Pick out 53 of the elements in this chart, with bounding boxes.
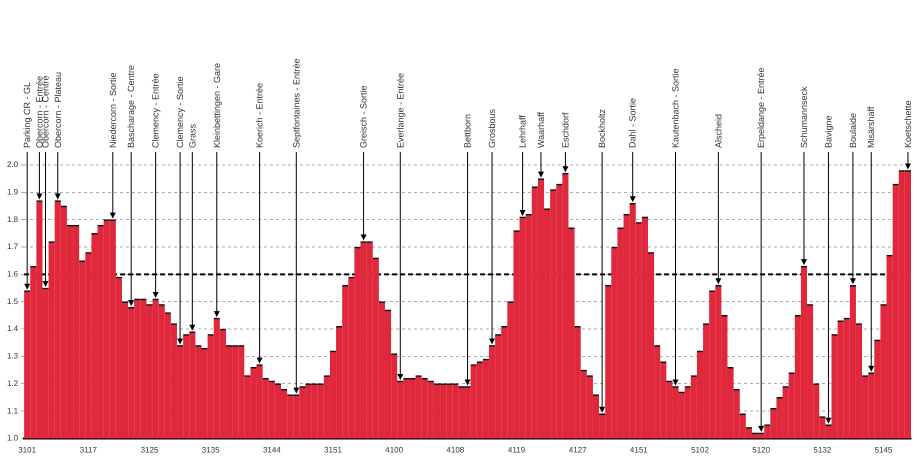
annotation: Grosbous [487, 108, 498, 148]
x-tick-label: 3101 [18, 445, 37, 454]
x-tick-label: 3144 [262, 445, 282, 454]
annotation: Alscheid [713, 114, 724, 148]
annotation: Greisch - Sortie [358, 85, 369, 148]
y-tick-label: 2.0 [6, 160, 19, 170]
annotation: Parking CR - GL [22, 82, 32, 148]
x-tick-label: 3125 [140, 445, 159, 454]
annotation: Kleinbettingen - Gare [212, 62, 222, 148]
text: Koerich - Entrée [254, 82, 265, 148]
annotation: Dahl - Sortie [628, 98, 638, 148]
text: Erpeldange - Entrée [756, 67, 766, 148]
x-tick-label: 5132 [813, 445, 832, 454]
annotation: Koetschette [902, 100, 913, 148]
y-tick-label: 1.2 [6, 378, 19, 388]
annotation: Obercorn - Plateau [52, 72, 63, 148]
annotation: Grass [187, 123, 198, 148]
x-tick-label: 4108 [446, 445, 465, 454]
x-tick-label: 3117 [80, 445, 98, 454]
x-tick-label: 5145 [874, 445, 893, 454]
text: Bockholtz [597, 108, 608, 148]
annotation: Niedercorn - Sortie [108, 72, 118, 148]
text: Misärshaff [866, 106, 876, 148]
y-tick-label: 1.6 [6, 270, 19, 279]
x-tick-label: 5102 [691, 445, 710, 454]
x-tick-label: 4119 [508, 445, 526, 454]
y-tick-label: 1.8 [6, 214, 19, 224]
annotation: Schumannseck [798, 86, 809, 148]
annotation: Clemency - Sortie [175, 76, 186, 148]
annotation: Boulaide [848, 112, 858, 148]
x-tick-label: 4100 [385, 445, 404, 454]
annotation: Bascharage - Centre [126, 64, 136, 148]
x-tick-label: 3151 [324, 445, 342, 454]
text: Septfontaines - Entrée [291, 58, 302, 148]
annotation: Waarhaff [536, 111, 546, 148]
text: Kautenbach - Sortie [670, 68, 681, 148]
x-tick-label: 4151 [630, 445, 648, 454]
x-tick-label: 3135 [202, 445, 220, 454]
y-tick-label: 1.7 [6, 242, 19, 252]
y-tick-label: 1.3 [6, 352, 19, 361]
text: Bavigne [823, 115, 834, 148]
annotation: Clemency - Entrée [150, 73, 161, 148]
annotation: Lehrhaff [518, 114, 528, 148]
y-tick-label: 1.0 [6, 434, 19, 443]
x-tick-label: 5120 [752, 445, 771, 454]
y-tick-label: 1.4 [6, 324, 19, 334]
y-tick-label: 1.1 [6, 406, 19, 416]
y-tick-label: 1.9 [6, 188, 19, 197]
x-tick-label: 4127 [568, 445, 588, 454]
text: Bettborn [462, 114, 473, 148]
y-tick-label: 1.5 [6, 296, 19, 306]
annotation: Eschdorf [560, 112, 570, 148]
text: Everlange - Entrée [395, 72, 406, 148]
